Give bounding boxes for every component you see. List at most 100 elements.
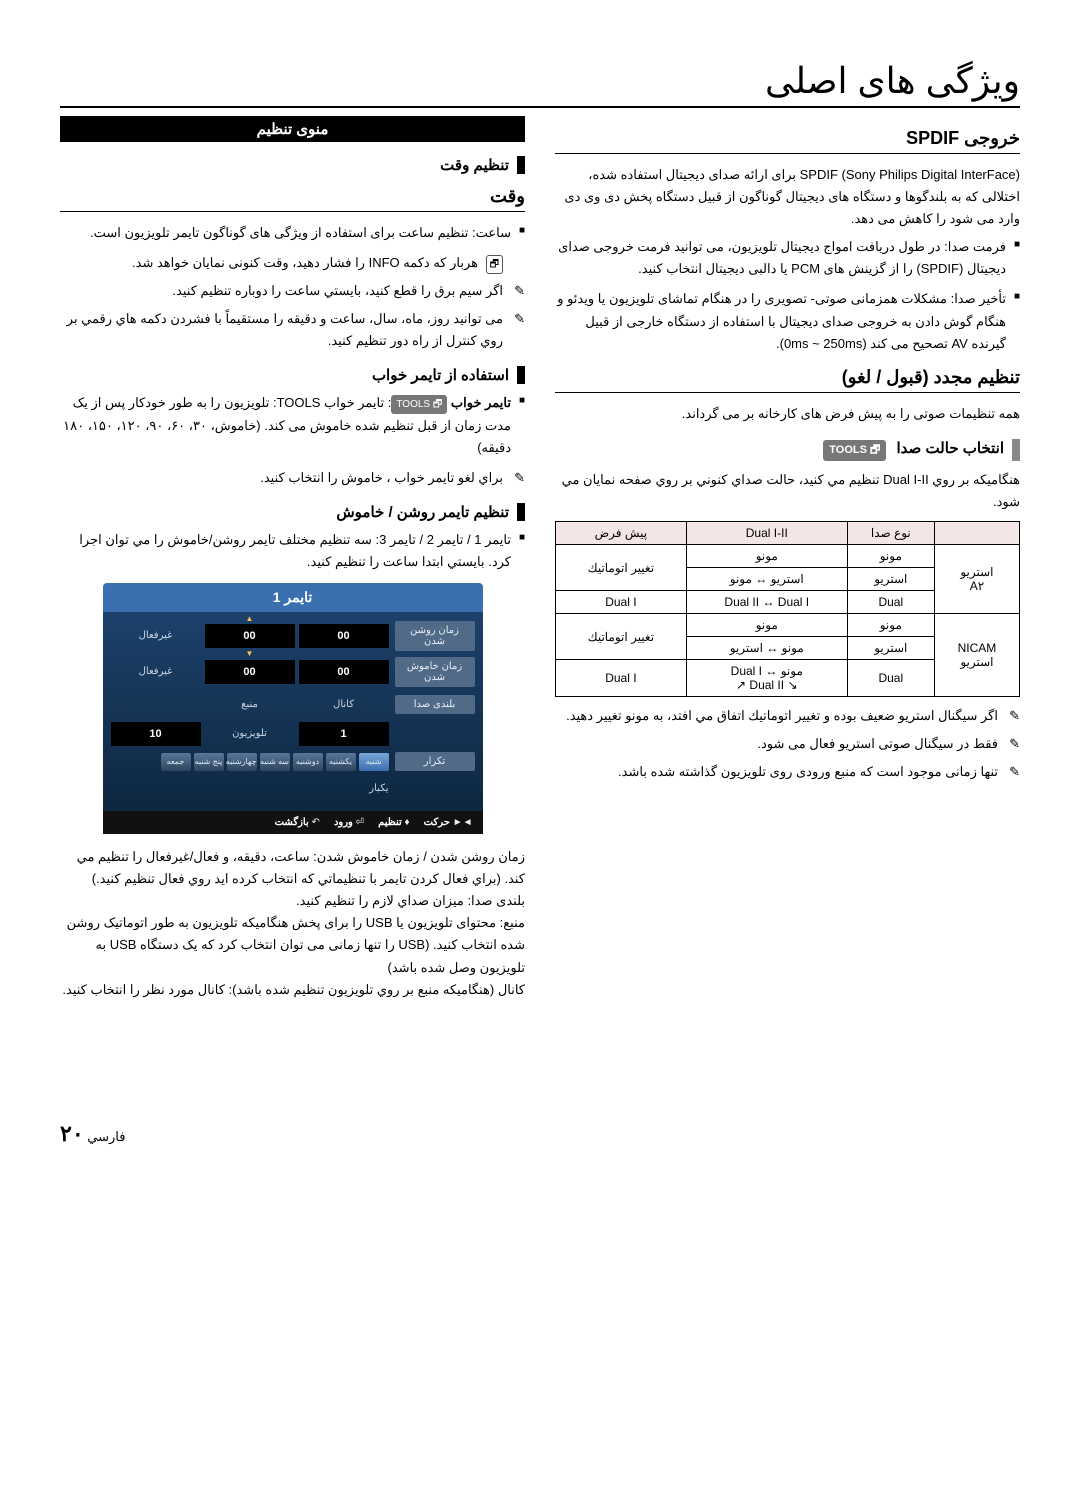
soundmode-intro: هنگامیکه بر روي Dual I-II تنظیم مي کنید،… xyxy=(555,469,1020,513)
footer-return: ↶ بازگشت xyxy=(275,817,320,828)
table-cell: تغییر اتوماتیك xyxy=(556,614,687,660)
table-cell: Dual I xyxy=(556,591,687,614)
desc-volume: بلندی صدا: میزان صداي لازم را تنظیم کنید… xyxy=(60,890,525,912)
timer-row-on: 00 00 غیرفعال زمان روشن شدن xyxy=(111,618,475,654)
time-setting-h3: تنظیم وقت xyxy=(60,156,525,174)
sleep-item: تایمر خواب TOOLS 🗗: تایمر خواب TOOLS: تل… xyxy=(60,392,511,458)
sound-note: اگر سیگنال استریو ضعیف بوده و تغییر اتوم… xyxy=(555,705,1020,727)
time-h2: وقت xyxy=(60,186,525,212)
table-cell: مونو ↔ Dual I ↘ Dual II ↗ xyxy=(686,660,847,697)
footer-move: ◄► حرکت xyxy=(424,817,473,828)
content-columns: خروجی SPDIF (SPDIF (Sony Philips Digital… xyxy=(60,116,1020,1001)
timer-label-off: زمان خاموش شدن xyxy=(395,657,475,687)
day-button[interactable]: جمعه xyxy=(161,753,191,771)
spdif-item: فرمت صدا: در طول دریافت امواج دیجیتال تل… xyxy=(555,236,1006,280)
clock-info: 🗗 هربار که دکمه INFO را فشار دهید، وقت ک… xyxy=(60,252,525,274)
sound-table: نوع صدا Dual I-II پیش فرض استریو A۲ مونو… xyxy=(555,521,1020,697)
sound-note: تنها زمانی موجود است که منبع ورودی روی ت… xyxy=(555,761,1020,783)
timer-label-repeat: تکرار xyxy=(395,752,475,771)
timer-cell xyxy=(111,693,201,716)
timer-ui: تایمر 1 00 00 غیرفعال زمان روشن شدن 00 0… xyxy=(103,583,483,834)
sleep-note: براي لغو تایمر خواب ، خاموش را انتخاب کن… xyxy=(60,467,525,489)
right-column: خروجی SPDIF (SPDIF (Sony Philips Digital… xyxy=(555,116,1020,1001)
timer-cell[interactable]: 1 xyxy=(299,722,389,746)
timer-source-label: منبع xyxy=(205,693,295,716)
table-cell: استریو xyxy=(847,568,934,591)
clock-item: ساعت: تنظیم ساعت برای استفاده از ویژگی ه… xyxy=(60,222,511,244)
timer-row-vol: کانال منبع بلندی صدا xyxy=(111,690,475,719)
day-button[interactable]: پنج شنبه xyxy=(194,753,224,771)
table-cell: مونو xyxy=(847,614,934,637)
table-cell: تغییر اتوماتیك xyxy=(556,545,687,591)
table-cell: مونو xyxy=(686,545,847,568)
timer-cell-inactive[interactable]: غیرفعال xyxy=(111,660,201,684)
timer-cell[interactable]: 10 xyxy=(111,722,201,746)
page-lang: فارسي xyxy=(87,1129,125,1144)
onoff-item: تایمر 1 / تایمر 2 / تایمر 3: سه تنظیم مخ… xyxy=(60,529,511,573)
timer-footer: ◄► حرکت ♦ تنظیم ⏎ ورود ↶ بازگشت xyxy=(103,811,483,834)
table-header xyxy=(934,522,1019,545)
onoff-timer-h3: تنظیم تایمر روشن / خاموش xyxy=(60,503,525,521)
onoff-list: تایمر 1 / تایمر 2 / تایمر 3: سه تنظیم مخ… xyxy=(60,529,525,573)
clock-info-text: هربار که دکمه INFO را فشار دهید، وقت کنو… xyxy=(132,255,478,270)
timer-row-once: یکبار . xyxy=(111,774,475,803)
table-cell: استریو xyxy=(847,637,934,660)
timer-cell[interactable]: 00 xyxy=(205,660,295,684)
clock-note: اگر سیم برق را قطع کنید، بایستي ساعت را … xyxy=(60,280,525,302)
table-cell: Dual xyxy=(847,591,934,614)
timer-ui-title: تایمر 1 xyxy=(103,583,483,612)
table-header: Dual I-II xyxy=(686,522,847,545)
sound-note: فقط در سیگنال صوتی استریو فعال می شود. xyxy=(555,733,1020,755)
soundmode-heading-text: انتخاب حالت صدا xyxy=(897,440,1005,457)
timer-label-on: زمان روشن شدن xyxy=(395,621,475,651)
table-cell: Dual II ↔ Dual I xyxy=(686,591,847,614)
timer-label-volume: بلندی صدا xyxy=(395,695,475,714)
soundmode-heading: انتخاب حالت صدا TOOLS 🗗 xyxy=(555,439,1020,461)
spdif-heading: خروجی SPDIF xyxy=(555,128,1020,154)
day-button[interactable]: چهارشنبه xyxy=(227,753,257,771)
spdif-item: تأخیر صدا: مشکلات همزمانی صوتی- تصویری ر… xyxy=(555,288,1006,354)
timer-cell-tv[interactable]: تلویزیون xyxy=(205,722,295,746)
table-cell: مونو xyxy=(686,614,847,637)
timer-ui-body: 00 00 غیرفعال زمان روشن شدن 00 00 غیرفعا… xyxy=(103,612,483,811)
page-footer: ۲۰ فارسي xyxy=(60,1121,1020,1147)
table-cell: مونو xyxy=(847,545,934,568)
timer-cell[interactable]: 00 xyxy=(299,624,389,648)
timer-channel-label: کانال xyxy=(299,693,389,716)
timer-cell-selected[interactable]: 00 xyxy=(205,624,295,648)
reset-text: همه تنظیمات صوتی را به پیش فرض های کارخا… xyxy=(555,403,1020,425)
info-icon: 🗗 xyxy=(486,255,503,274)
tools-badge: TOOLS 🗗 xyxy=(391,395,447,414)
page-title: ویژگی های اصلی xyxy=(60,60,1020,108)
footer-enter: ⏎ ورود xyxy=(334,817,364,828)
day-button[interactable]: سه شنبه xyxy=(260,753,290,771)
clock-list: ساعت: تنظیم ساعت برای استفاده از ویژگی ه… xyxy=(60,222,525,244)
day-button[interactable]: یکشنبه xyxy=(326,753,356,771)
table-header: نوع صدا xyxy=(847,522,934,545)
timer-row-src: 1 تلویزیون 10 . xyxy=(111,719,475,749)
timer-cell[interactable]: 00 xyxy=(299,660,389,684)
table-cell: مونو ↔ استریو xyxy=(686,637,847,660)
timer-cell-inactive[interactable]: غیرفعال xyxy=(111,624,201,648)
table-cell: استریو A۲ xyxy=(934,545,1019,614)
timer-row-repeat: شنبه یکشنبه دوشنبه سه شنبه چهارشنبه پنج … xyxy=(111,749,475,774)
table-cell: Dual xyxy=(847,660,934,697)
table-cell: استریو ↔ مونو xyxy=(686,568,847,591)
table-header: پیش فرض xyxy=(556,522,687,545)
sleep-timer-h3: استفاده از تایمر خواب xyxy=(60,366,525,384)
day-button[interactable]: شنبه xyxy=(359,753,389,771)
timer-once[interactable]: یکبار xyxy=(111,777,389,800)
clock-note: می توانید روز، ماه، سال، ساعت و دقیقه را… xyxy=(60,308,525,352)
table-cell: NICAM استریو xyxy=(934,614,1019,697)
desc-channel: کانال (هنگامیکه منبع بر روي تلویزیون تنظ… xyxy=(60,979,525,1001)
left-column: منوی تنظیم تنظیم وقت وقت ساعت: تنظیم ساع… xyxy=(60,116,525,1001)
day-button[interactable]: دوشنبه xyxy=(293,753,323,771)
spdif-list: فرمت صدا: در طول دریافت امواج دیجیتال تل… xyxy=(555,236,1020,354)
table-cell: Dual I xyxy=(556,660,687,697)
spdif-intro: (SPDIF (Sony Philips Digital InterFace ب… xyxy=(555,164,1020,230)
desc-source: منبع: محتوای تلویزیون یا USB را برای پخش… xyxy=(60,912,525,978)
footer-adjust: ♦ تنظیم xyxy=(378,817,410,828)
setup-menu-header: منوی تنظیم xyxy=(60,116,525,142)
desc-onoff: زمان روشن شدن / زمان خاموش شدن: ساعت، دق… xyxy=(60,846,525,890)
reset-heading: تنظیم مجدد (قبول / لغو) xyxy=(555,367,1020,393)
